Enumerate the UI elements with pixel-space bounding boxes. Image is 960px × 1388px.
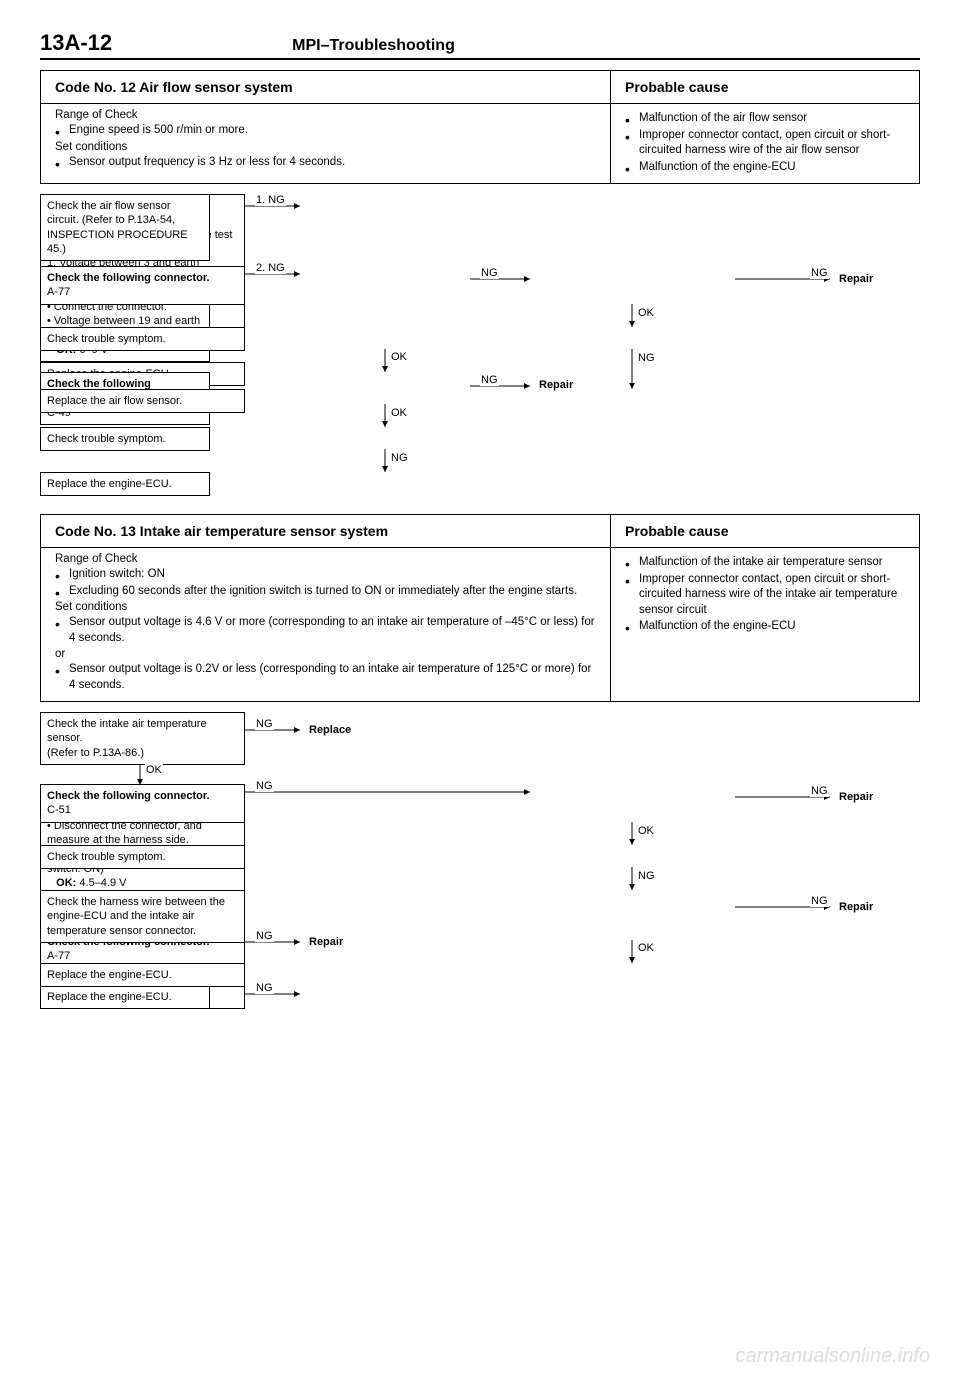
box-check-c51: Check the following connector.C-51 [40, 784, 245, 823]
code12-set-item: Sensor output frequency is 3 Hz or less … [55, 155, 600, 171]
code13-set-item: Sensor output voltage is 4.6 V or more (… [55, 615, 600, 646]
code13-table: Code No. 13 Intake air temperature senso… [40, 514, 920, 702]
label-ng: NG [637, 870, 656, 882]
label-ok: OK [637, 942, 655, 954]
code12-probable-title: Probable cause [611, 71, 919, 104]
code13-range: Range of Check [55, 553, 600, 565]
label-2ng: 2. NG [255, 262, 286, 274]
label-ok: OK [637, 307, 655, 319]
code12-table: Code No. 12 Air flow sensor system Proba… [40, 70, 920, 184]
code12-set: Set conditions [55, 141, 600, 153]
box-check-symptom4: Check trouble symptom. [40, 845, 245, 869]
code12-right: Malfunction of the air flow sensor Impro… [611, 104, 919, 183]
label-ok: OK [145, 764, 163, 776]
label-ng: NG [255, 718, 274, 730]
box-replace-ecu3: Replace the engine-ECU. [40, 985, 210, 1009]
label-ng: NG [390, 452, 409, 464]
code12-title: Code No. 12 Air flow sensor system [41, 71, 611, 104]
label-ok: OK [637, 825, 655, 837]
code13-set-item: Sensor output voltage is 0.2V or less (c… [55, 662, 600, 693]
code13-cause: Malfunction of the engine-ECU [625, 619, 909, 635]
code13-range-item: Ignition switch: ON [55, 567, 600, 583]
label-ng: NG [637, 352, 656, 364]
box-check-symptom2: Check trouble symptom. [40, 327, 245, 351]
code13-cause: Malfunction of the intake air temperatur… [625, 555, 909, 571]
code13-cause: Improper connector contact, open circuit… [625, 572, 909, 619]
box-check-iat: Check the intake air temperature sensor.… [40, 712, 245, 765]
code12-range: Range of Check [55, 109, 600, 121]
watermark: carmanualsonline.info [735, 1345, 930, 1368]
label-repair: Repair [538, 379, 574, 391]
label-ng: NG [480, 267, 499, 279]
label-ng: NG [810, 785, 829, 797]
box-replace-afs: Replace the air flow sensor. [40, 389, 245, 413]
code12-cause: Improper connector contact, open circuit… [625, 128, 909, 159]
label-repair: Repair [838, 273, 874, 285]
label-repair: Repair [838, 901, 874, 913]
code12-flowchart: Measure at the air flow sensor connector… [40, 194, 920, 504]
label-replace: Replace [308, 724, 352, 736]
code13-flowchart: Check the intake air temperature sensor.… [40, 712, 920, 1012]
box-check-afs-circuit: Check the air flow sensor circuit. (Refe… [40, 194, 210, 261]
label-ng: NG [810, 267, 829, 279]
box-check-a77: Check the following connector.A-77 [40, 266, 245, 305]
code13-title: Code No. 13 Intake air temperature senso… [41, 515, 611, 548]
code13-range-item: Excluding 60 seconds after the ignition … [55, 584, 600, 600]
section-title-main: MPI [292, 37, 320, 55]
label-1ng: 1. NG [255, 194, 286, 206]
code13-right: Malfunction of the intake air temperatur… [611, 548, 919, 701]
section-title-sep: – [321, 37, 330, 55]
label-ng: NG [255, 982, 274, 994]
label-ng: NG [480, 374, 499, 386]
code12-range-item: Engine speed is 500 r/min or more. [55, 123, 600, 139]
label-ng: NG [255, 930, 274, 942]
label-ng: NG [255, 780, 274, 792]
code12-left: Range of Check Engine speed is 500 r/min… [41, 104, 611, 183]
code12-cause: Malfunction of the air flow sensor [625, 111, 909, 127]
page-number: 13A-12 [40, 30, 112, 56]
page-header: 13A-12 MPI – Troubleshooting [40, 30, 920, 60]
box-check-symptom: Check trouble symptom. [40, 427, 210, 451]
code13-set: Set conditions [55, 601, 600, 613]
label-ok: OK [390, 407, 408, 419]
label-ok: OK [390, 351, 408, 363]
box-replace-ecu2: Replace the engine-ECU. [40, 472, 210, 496]
label-repair: Repair [308, 936, 344, 948]
code13-left: Range of Check Ignition switch: ON Exclu… [41, 548, 611, 701]
box-check-harness: Check the harness wire between the engin… [40, 890, 245, 943]
code13-probable-title: Probable cause [611, 515, 919, 548]
code12-cause: Malfunction of the engine-ECU [625, 160, 909, 176]
label-ng: NG [810, 895, 829, 907]
code13-or: or [55, 648, 600, 660]
label-repair: Repair [838, 791, 874, 803]
section-title-sub: Troubleshooting [330, 37, 455, 55]
box-replace-ecu4: Replace the engine-ECU. [40, 963, 245, 987]
